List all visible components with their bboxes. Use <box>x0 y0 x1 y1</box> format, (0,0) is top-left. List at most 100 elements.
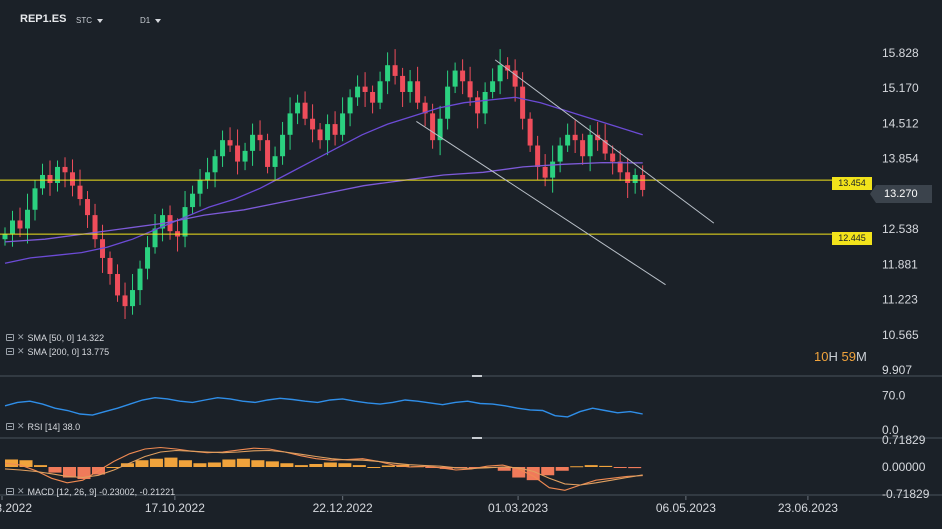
macd-histogram-bar <box>468 467 482 468</box>
macd-legend: ✕ MACD [12, 26, 9] -0.23002, -0.21221 <box>6 486 175 497</box>
macd-histogram-bar <box>135 460 149 467</box>
settings-icon[interactable] <box>6 348 14 355</box>
candle-body <box>235 145 241 162</box>
macd-histogram-bar <box>62 467 77 478</box>
candle-body <box>377 81 383 103</box>
macd-histogram-bar <box>570 466 584 468</box>
candle-body <box>640 174 646 190</box>
candle-body <box>107 257 113 275</box>
candle-body <box>10 220 16 234</box>
macd-histogram-bar <box>352 465 366 467</box>
lower-level-tag[interactable]: 12.445 <box>832 232 872 245</box>
macd-histogram-bar <box>5 459 19 467</box>
macd-pane-resize-handle[interactable] <box>472 437 482 439</box>
candle-body <box>242 150 248 162</box>
candle-body <box>452 70 458 87</box>
rsi-pane-resize-handle[interactable] <box>472 375 482 377</box>
candle-body <box>257 134 263 141</box>
candle-body <box>572 134 578 141</box>
chevron-down-icon <box>155 18 162 23</box>
candle-body <box>520 86 526 119</box>
chevron-down-icon <box>97 18 103 23</box>
macd-histogram-bar <box>236 458 250 467</box>
candle-timer: 10H 59M <box>814 349 867 364</box>
close-icon[interactable]: ✕ <box>17 346 25 356</box>
candle-body <box>137 268 143 291</box>
candle-body <box>355 86 361 98</box>
macd-histogram-bar <box>193 463 207 467</box>
candle-body <box>580 140 586 157</box>
close-icon[interactable]: ✕ <box>17 332 25 342</box>
settings-icon[interactable] <box>6 488 14 495</box>
close-icon[interactable]: ✕ <box>17 486 25 496</box>
macd-histogram-bar <box>541 467 555 476</box>
upper-level-tag[interactable]: 13.454 <box>832 177 872 190</box>
settings-icon[interactable] <box>6 423 14 430</box>
timeframe-dropdown[interactable]: D1 <box>140 16 162 25</box>
macd-histogram-bar <box>178 460 192 467</box>
candle-body <box>70 172 76 186</box>
rsi-label: RSI [14] 38.0 <box>27 421 81 432</box>
candle-body <box>550 161 556 178</box>
price-tick-label: 13.854 <box>882 152 919 166</box>
date-tick-label: 22.12.2022 <box>313 501 373 515</box>
candle-body <box>362 86 368 92</box>
candle-body <box>47 174 53 183</box>
candle-body <box>512 70 518 87</box>
candle-body <box>40 174 46 189</box>
candle-body <box>122 295 128 307</box>
settings-icon[interactable] <box>6 334 14 341</box>
macd-histogram-bar <box>251 460 265 467</box>
macd-histogram-bar <box>19 460 33 467</box>
candle-body <box>467 81 473 98</box>
candle-body <box>115 274 121 296</box>
candle-body <box>407 81 413 92</box>
macd-histogram-bar <box>584 465 598 467</box>
rsi-level-label: 70.0 <box>882 388 906 402</box>
candle-body <box>632 174 638 183</box>
candle-body <box>340 113 346 135</box>
candle-body <box>385 65 391 82</box>
macd-histogram-bar <box>149 458 163 467</box>
close-icon[interactable]: ✕ <box>17 421 25 431</box>
candle-body <box>392 65 398 76</box>
candle-body <box>497 65 503 82</box>
timer-minutes: 59 <box>841 349 856 364</box>
candle-body <box>152 228 158 248</box>
macd-histogram-bar <box>106 467 120 468</box>
rsi-legend: ✕ RSI [14] 38.0 <box>6 421 80 432</box>
date-tick-label: 17.10.2022 <box>145 501 205 515</box>
macd-histogram-bar <box>425 467 439 468</box>
candle-body <box>370 91 376 103</box>
candle-body <box>595 134 601 141</box>
market-label: STC <box>76 16 92 25</box>
rsi-level-label: 0.0 <box>882 423 899 437</box>
candle-body <box>332 124 338 135</box>
candle-body <box>250 134 256 151</box>
signal-line <box>4 449 643 486</box>
candle-body <box>227 140 233 146</box>
candle-body <box>325 124 331 141</box>
macd-histogram-bar <box>497 467 511 471</box>
price-tick-label: 14.512 <box>882 116 919 130</box>
symbol-label: REP1.ES <box>20 13 67 25</box>
candle-body <box>475 97 481 114</box>
date-tick-label: 01.03.2023 <box>488 501 548 515</box>
candle-body <box>602 140 608 154</box>
timeframe-label: D1 <box>140 16 151 25</box>
candle-body <box>610 153 616 162</box>
price-tick-label: 10.565 <box>882 328 919 342</box>
market-dropdown[interactable]: STC <box>76 16 103 25</box>
date-tick-label: 06.05.2023 <box>656 501 716 515</box>
macd-histogram-bar <box>48 467 62 473</box>
candle-body <box>542 166 548 178</box>
macd-histogram-bar <box>367 467 381 468</box>
candle-body <box>92 215 98 240</box>
macd-histogram-bar <box>555 467 569 471</box>
candle-body <box>302 102 308 119</box>
macd-histogram-bar <box>207 462 221 467</box>
candle-body <box>460 70 466 82</box>
candle-body <box>422 102 428 114</box>
